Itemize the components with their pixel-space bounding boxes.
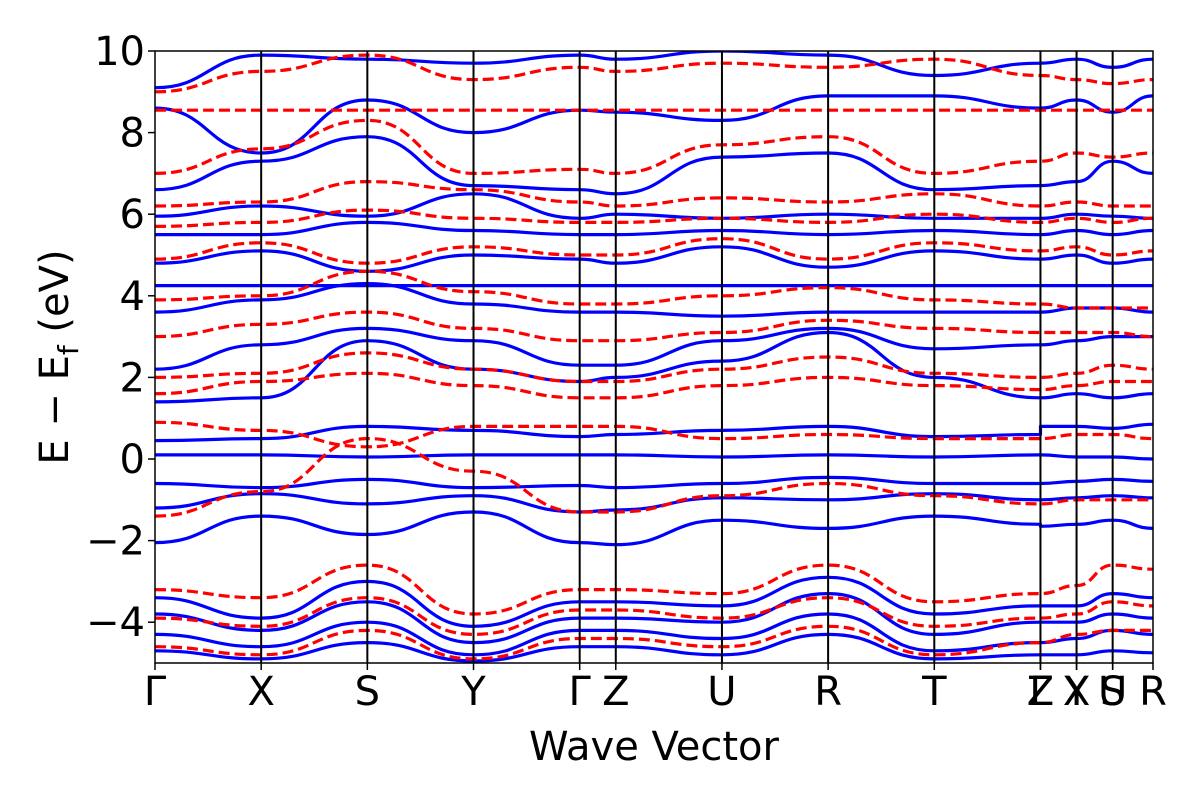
x-tick-label-12: X [1063,669,1090,715]
y-axis-label-main: E − E [32,355,78,465]
band-solid-b1 [155,510,1153,547]
y-tick-label-4: 2 [120,355,145,401]
x-tick-label-9: Z [1027,669,1054,715]
band-dashed-r2 [155,420,1153,449]
x-tick-label-14: S [1100,669,1125,715]
band-solid-b16 [155,575,1153,628]
band-dashed-r6 [155,269,1153,310]
x-tick-label-3: Y [460,669,486,715]
band-dashed-r14 [155,596,1153,636]
y-tick-label-2: 6 [120,192,145,238]
x-tick-label-13: U [1098,669,1127,715]
band-dashed-r7 [155,237,1153,265]
band-solid-b17 [155,592,1153,645]
band-solid-b11 [155,220,1153,237]
band-dashed-r10 [155,118,1153,175]
x-tick-label-0: Γ [144,669,167,715]
y-tick-label-3: 4 [120,274,145,320]
band-solid-b7 [155,326,1153,371]
high-symmetry-lines [260,51,1114,663]
band-solid-b13 [155,135,1153,196]
y-axis-ticks: 10 8 6 4 2 0 −2 −4 [86,29,155,646]
x-axis-ticks: Γ X S Y Γ Z U R T ZΓ YX US R [144,663,1167,715]
band-solid-b6 [155,330,1153,404]
x-tick-label-5: Z [602,669,629,715]
x-tick-label-6: U [707,669,736,715]
band-solid-b18 [155,612,1153,657]
y-tick-label-5: 0 [120,437,145,483]
x-tick-label-11: Y [1063,669,1089,715]
y-tick-label-6: −2 [86,519,145,565]
x-axis-label: Wave Vector [529,724,780,770]
band-solid-b19 [155,632,1153,663]
y-tick-label-7: −4 [86,600,145,646]
x-tick-label-1: X [247,669,274,715]
x-tick-label-7: R [814,669,842,715]
band-dashed-r8 [155,208,1153,228]
y-tick-label-0: 10 [94,29,145,75]
y-axis-label: E − Ef (eV) [32,249,85,464]
y-axis-label-unit: (eV) [32,249,78,345]
band-solid-b3 [155,475,1153,490]
x-tick-label-8: T [921,669,947,715]
band-dashed-r15 [155,624,1153,661]
band-solid-b2 [155,492,1153,514]
band-dashed-r3 [155,371,1153,400]
band-dashed-r12 [155,53,1153,94]
y-axis-label-subscript: f [52,344,85,355]
y-tick-label-1: 8 [120,111,145,157]
band-dashed-r1 [155,437,1153,518]
x-tick-label-2: S [355,669,380,715]
band-dashed-r4 [155,351,1153,384]
x-tick-label-15: R [1139,669,1167,715]
plot-frame [154,50,1154,664]
band-dashed-r5 [155,310,1153,343]
band-solid-b4 [155,453,1153,461]
band-dashed-r9 [155,180,1153,208]
x-tick-label-4: Γ [569,669,592,715]
band-solid-b5 [155,422,1153,443]
x-tick-label-10: Γ [1029,669,1052,715]
